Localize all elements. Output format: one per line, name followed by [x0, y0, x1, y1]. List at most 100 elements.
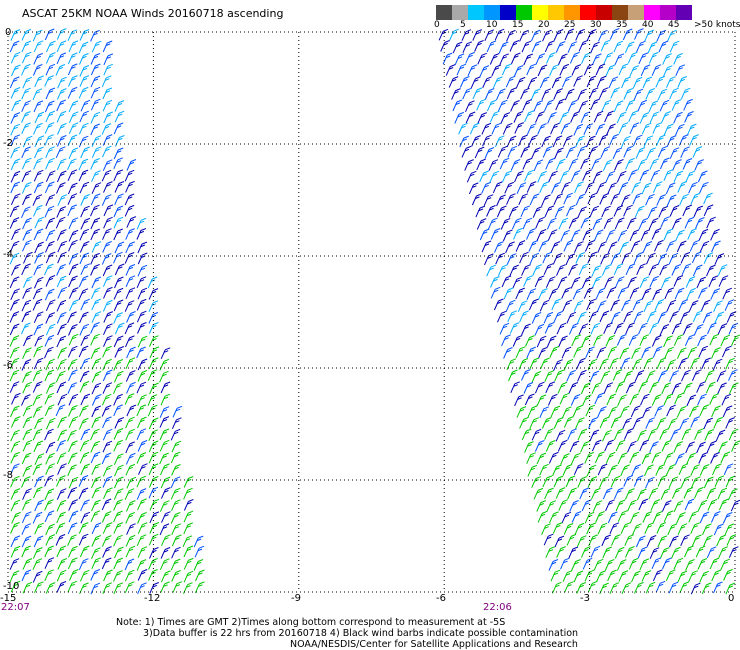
wind-barb	[136, 475, 147, 488]
wind-barb	[613, 487, 624, 500]
wind-barb	[91, 476, 101, 489]
wind-barb	[712, 463, 722, 476]
wind-barb	[11, 263, 21, 276]
wind-barb	[490, 228, 501, 240]
wind-barb	[10, 112, 21, 124]
wind-barb	[22, 347, 32, 360]
wind-barb	[33, 276, 44, 289]
wind-barb	[514, 122, 524, 134]
wind-barb	[56, 110, 67, 123]
wind-barb	[605, 229, 616, 242]
wind-barb	[656, 194, 666, 206]
wind-barb	[619, 241, 629, 254]
wind-barb	[90, 287, 101, 300]
wind-barb	[590, 487, 601, 500]
wind-barb	[552, 522, 563, 534]
wind-barb	[512, 335, 523, 347]
wind-barb	[697, 393, 707, 406]
wind-barb	[564, 88, 575, 101]
wind-barb	[137, 440, 148, 452]
wind-barb	[546, 335, 557, 348]
wind-barb	[33, 357, 44, 370]
wind-barb	[79, 181, 90, 194]
wind-barb	[44, 488, 55, 501]
wind-barb	[497, 264, 508, 277]
wind-barb	[160, 463, 170, 476]
wind-barb	[32, 463, 43, 476]
color-swatch	[468, 5, 484, 20]
wind-barb	[559, 170, 570, 182]
wind-barb	[667, 417, 678, 430]
wind-barb	[597, 241, 607, 253]
wind-barb	[722, 405, 733, 418]
wind-barb	[484, 253, 494, 266]
x-tick-3: -6	[436, 593, 446, 604]
wind-barb	[475, 205, 486, 218]
wind-barb	[716, 370, 727, 382]
wind-barb	[102, 345, 112, 358]
wind-barb	[451, 88, 461, 100]
wind-barb	[10, 181, 20, 194]
wind-barb	[137, 241, 148, 254]
wind-barb	[113, 287, 124, 300]
wind-barb	[90, 428, 100, 441]
wind-barb	[10, 193, 21, 206]
wind-barb	[660, 216, 670, 228]
wind-barb	[55, 64, 66, 76]
wind-barb	[32, 29, 43, 42]
wind-barb	[57, 347, 67, 359]
wind-barb	[649, 441, 659, 453]
wind-barb	[609, 522, 620, 535]
wind-barb	[499, 322, 510, 335]
wind-barb	[125, 500, 136, 512]
wind-barb	[137, 416, 147, 429]
wind-barb	[634, 205, 645, 218]
wind-barb	[620, 464, 630, 477]
wind-barb	[136, 381, 147, 394]
wind-barb	[508, 206, 519, 218]
wind-barb	[10, 545, 21, 558]
wind-barb	[710, 511, 721, 523]
wind-barb	[21, 299, 32, 312]
wind-barb	[91, 522, 102, 535]
wind-barb	[56, 499, 67, 512]
wind-barb	[21, 310, 32, 323]
wind-barb	[551, 76, 562, 89]
wind-barb	[562, 406, 572, 419]
wind-barb	[682, 204, 692, 217]
wind-barb	[522, 99, 532, 111]
wind-barb	[183, 499, 194, 511]
wind-barb	[161, 511, 171, 523]
wind-barb	[646, 535, 657, 547]
wind-barb	[555, 158, 566, 171]
wind-barb	[671, 382, 682, 395]
wind-barb	[529, 357, 540, 370]
wind-barb	[137, 264, 148, 277]
wind-barb	[580, 440, 590, 453]
wind-barb	[34, 241, 44, 254]
wind-barb	[45, 52, 56, 64]
wind-barb	[21, 146, 31, 159]
wind-barb	[644, 29, 654, 42]
wind-barb	[644, 522, 654, 535]
wind-barb	[506, 358, 517, 371]
wind-barb	[616, 334, 627, 346]
wind-barb	[724, 299, 735, 311]
wind-barb	[90, 111, 101, 124]
wind-barb	[102, 464, 113, 477]
wind-barb	[717, 264, 728, 276]
wind-barb	[80, 263, 91, 276]
wind-barb	[592, 276, 602, 288]
wind-barb	[537, 346, 548, 359]
wind-barb	[658, 40, 669, 53]
wind-barb	[713, 300, 723, 313]
wind-barb	[22, 229, 33, 241]
wind-barb	[554, 147, 564, 160]
wind-barb	[101, 557, 112, 570]
wind-barb	[90, 217, 101, 230]
wind-barb	[596, 300, 607, 312]
wind-barb	[540, 357, 550, 370]
wind-barb	[159, 523, 170, 536]
wind-barb	[669, 205, 680, 217]
wind-barb	[56, 511, 66, 524]
